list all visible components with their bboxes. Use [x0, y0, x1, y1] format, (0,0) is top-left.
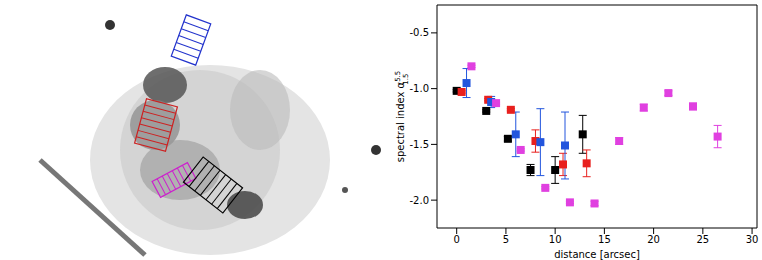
svg-text:15: 15 [598, 234, 611, 245]
svg-text:20: 20 [647, 234, 660, 245]
svg-text:10: 10 [549, 234, 562, 245]
svg-text:-2.0: -2.0 [409, 195, 429, 206]
svg-text:25: 25 [696, 234, 709, 245]
svg-text:distance [arcsec]: distance [arcsec] [554, 249, 640, 260]
svg-text:-1.5: -1.5 [409, 139, 429, 150]
svg-text:-0.5: -0.5 [409, 27, 429, 38]
svg-text:0: 0 [454, 234, 460, 245]
svg-text:5: 5 [503, 234, 509, 245]
svg-text:30: 30 [746, 234, 754, 245]
svg-text:-1.0: -1.0 [409, 83, 429, 94]
svg-text:spectral index α5.51.5: spectral index α5.51.5 [394, 71, 410, 163]
